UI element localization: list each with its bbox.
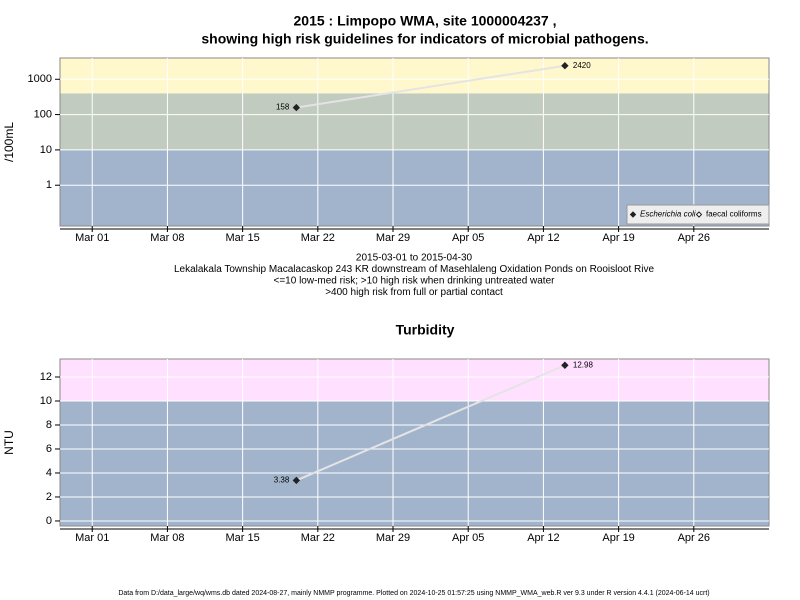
x-tick-label: Mar 01 (75, 232, 109, 244)
x-tick-label: Mar 15 (225, 532, 259, 544)
x-tick-label: Apr 12 (527, 532, 559, 544)
value-label: 158 (276, 103, 290, 112)
x-tick-label: Apr 19 (602, 232, 634, 244)
y-axis-label: /100mL (2, 122, 16, 162)
y-tick-label: 0 (46, 515, 52, 527)
chart-title: Turbidity (396, 322, 455, 338)
y-tick-label: 12 (40, 371, 52, 383)
x-tick-label: Mar 22 (301, 232, 335, 244)
x-tick-label: Mar 15 (225, 232, 259, 244)
series-line (295, 364, 566, 482)
y-axis-label: NTU (2, 430, 16, 455)
value-label: 12.98 (573, 360, 594, 369)
x-tick-label: Mar 29 (376, 232, 410, 244)
data-point (561, 62, 569, 70)
series-line (296, 64, 566, 109)
legend-label: faecal coliforms (706, 210, 762, 219)
y-tick-label: 4 (46, 467, 52, 479)
caption: Lekalakala Township Macalacaskop 243 KR … (174, 264, 655, 275)
risk-band (60, 400, 769, 526)
legend-marker (695, 211, 703, 218)
caption: >400 high risk from full or partial cont… (325, 287, 503, 298)
plot-frame (59, 358, 770, 527)
footer: Data from D:/data_large/wq/wms.db dated … (118, 590, 709, 597)
y-tick-label: 10 (40, 395, 52, 407)
risk-band (60, 359, 769, 401)
x-tick-label: Mar 08 (150, 232, 184, 244)
value-label: 2420 (573, 61, 591, 70)
y-tick-label: 1 (46, 179, 52, 191)
legend-label: Escherichia coli (640, 210, 696, 219)
risk-band (60, 58, 769, 94)
data-point (292, 103, 301, 112)
plot-frame (59, 57, 770, 227)
x-tick-label: Apr 12 (527, 232, 559, 244)
x-tick-label: Apr 26 (678, 532, 710, 544)
y-tick-label: 8 (46, 419, 52, 431)
x-tick-label: Apr 05 (452, 232, 484, 244)
y-tick-label: 1000 (28, 73, 52, 85)
risk-band (60, 93, 769, 150)
data-point (292, 476, 301, 485)
chart-title: showing high risk guidelines for indicat… (201, 31, 648, 47)
chart-title: 2015 : Limpopo WMA, site 1000004237 , (294, 13, 557, 29)
x-tick-label: Mar 22 (301, 532, 335, 544)
y-tick-label: 2 (46, 491, 52, 503)
x-tick-label: Apr 05 (452, 532, 484, 544)
value-label: 3.38 (274, 476, 290, 485)
caption: 2015-03-01 to 2015-04-30 (356, 253, 473, 264)
y-tick-label: 100 (34, 108, 52, 120)
x-tick-label: Mar 08 (150, 532, 184, 544)
data-point (561, 361, 569, 369)
legend-marker (629, 211, 637, 218)
y-tick-label: 6 (46, 443, 52, 455)
x-tick-label: Mar 29 (376, 532, 410, 544)
x-tick-label: Apr 19 (602, 532, 634, 544)
caption: <=10 low-med risk; >10 high risk when dr… (274, 276, 556, 287)
x-tick-label: Apr 26 (678, 232, 710, 244)
x-tick-label: Mar 01 (75, 532, 109, 544)
y-tick-label: 10 (40, 144, 52, 156)
